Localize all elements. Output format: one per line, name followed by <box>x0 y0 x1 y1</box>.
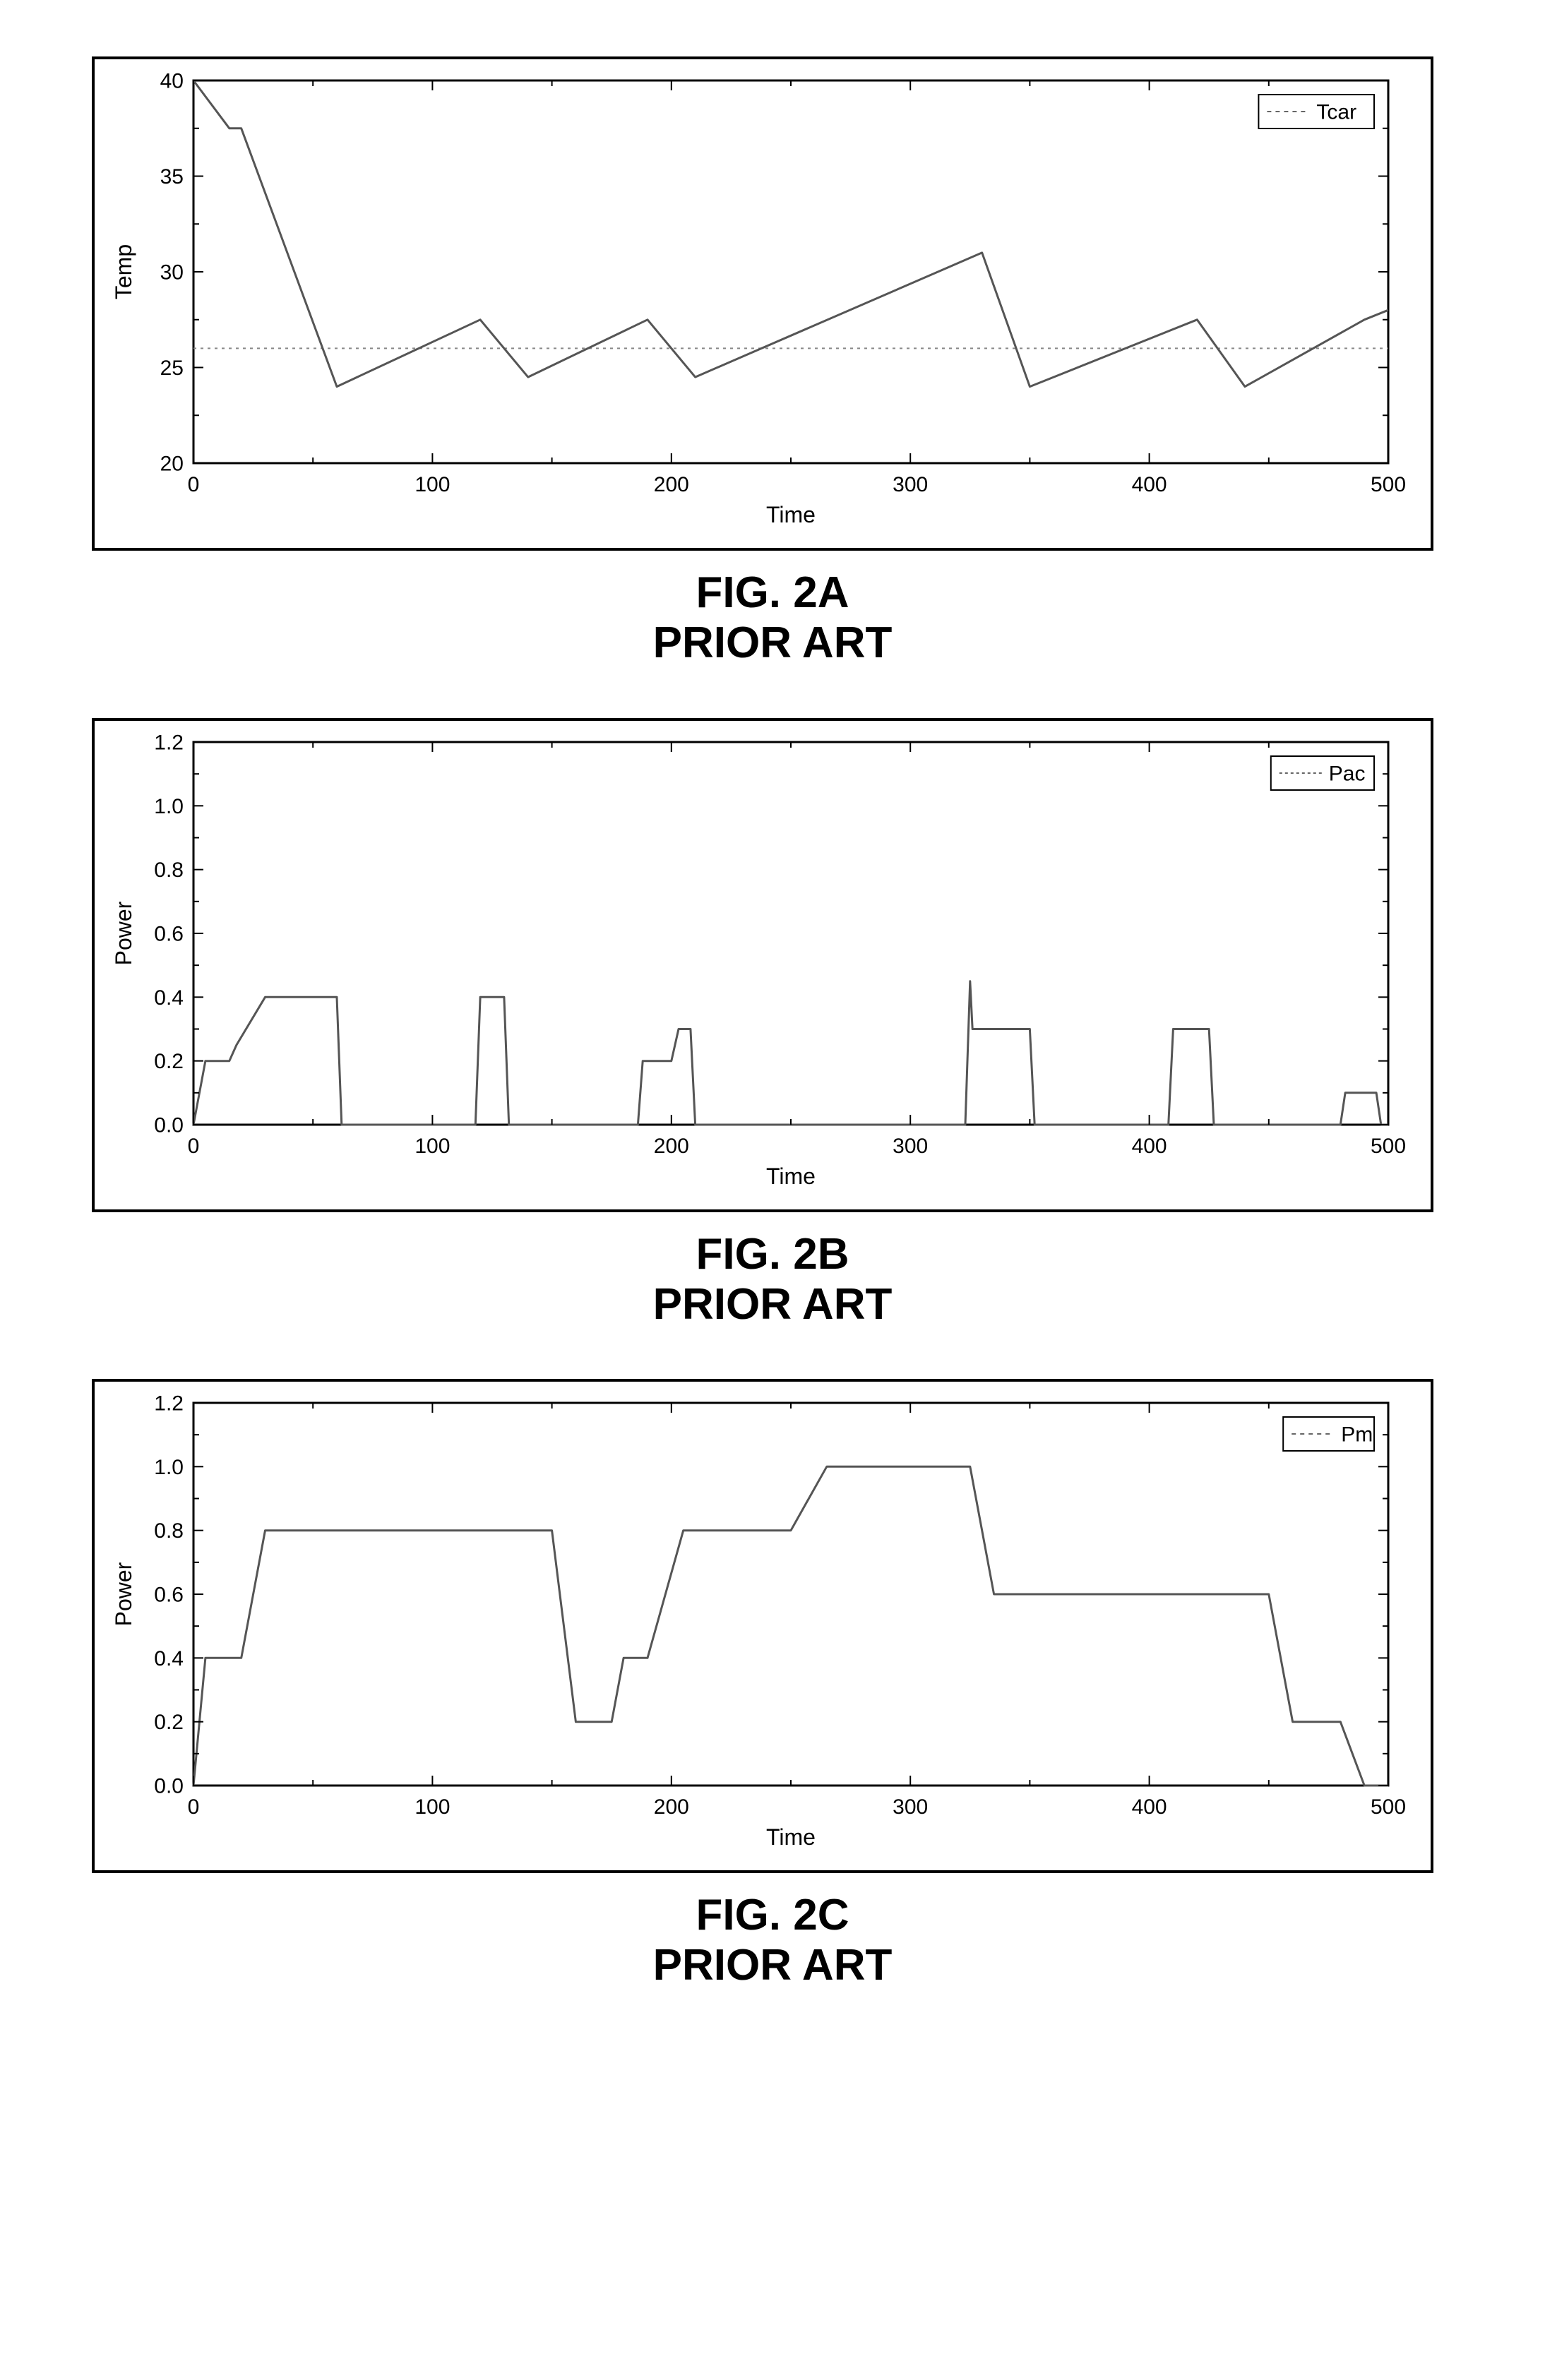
svg-text:200: 200 <box>654 473 689 496</box>
svg-text:Pm: Pm <box>1341 1423 1373 1447</box>
svg-text:0.2: 0.2 <box>154 1050 184 1073</box>
plot-area: 0 100 200 300 400 500 0.0 0.2 0.4 0.6 0.8 1.0 1.2 Tim… <box>95 1382 1431 1870</box>
svg-text:300: 300 <box>893 1135 928 1158</box>
plot-area: 0 100 200 300 400 500 0.0 0.2 0.4 0.6 0.8 1.0 1.2 Tim… <box>95 721 1431 1209</box>
svg-text:1.2: 1.2 <box>154 1392 184 1416</box>
figure-caption: FIG. 2CPRIOR ART <box>92 1890 1453 1991</box>
svg-text:1.2: 1.2 <box>154 731 184 754</box>
figure-caption-line: FIG. 2A <box>92 568 1453 618</box>
svg-text:0.2: 0.2 <box>154 1711 184 1734</box>
svg-text:0: 0 <box>188 473 200 496</box>
svg-text:100: 100 <box>414 473 450 496</box>
svg-text:300: 300 <box>893 473 928 496</box>
plot-area: 0 100 200 300 400 500 20 25 30 35 40 Time Temp Tcar <box>95 59 1431 548</box>
chart-frame: 0 100 200 300 400 500 0.0 0.2 0.4 0.6 0.8 1.0 1.2 Tim… <box>92 718 1433 1212</box>
svg-text:0: 0 <box>188 1135 200 1158</box>
svg-text:0.8: 0.8 <box>154 1519 184 1543</box>
svg-text:0.4: 0.4 <box>154 986 184 1009</box>
svg-text:500: 500 <box>1371 1135 1406 1158</box>
svg-text:100: 100 <box>414 1135 450 1158</box>
svg-text:Time: Time <box>766 502 816 527</box>
svg-text:0.0: 0.0 <box>154 1775 184 1798</box>
chart-panel: 0 100 200 300 400 500 0.0 0.2 0.4 0.6 0.8 1.0 1.2 Tim… <box>92 1379 1453 1991</box>
svg-text:40: 40 <box>160 70 184 93</box>
svg-text:Tcar: Tcar <box>1316 101 1356 124</box>
figure-caption-line: PRIOR ART <box>92 1279 1453 1329</box>
figure-caption: FIG. 2BPRIOR ART <box>92 1229 1453 1330</box>
svg-text:35: 35 <box>160 165 184 189</box>
svg-text:400: 400 <box>1132 473 1167 496</box>
svg-text:Temp: Temp <box>111 244 136 299</box>
svg-text:200: 200 <box>654 1795 689 1819</box>
svg-text:0: 0 <box>188 1795 200 1819</box>
svg-text:Pac: Pac <box>1329 762 1366 785</box>
svg-text:0.6: 0.6 <box>154 1584 184 1607</box>
svg-text:Power: Power <box>111 901 136 965</box>
svg-text:200: 200 <box>654 1135 689 1158</box>
figure-caption-line: FIG. 2C <box>92 1890 1453 1940</box>
svg-text:Power: Power <box>111 1562 136 1626</box>
svg-text:100: 100 <box>414 1795 450 1819</box>
figure-caption-line: PRIOR ART <box>92 618 1453 668</box>
svg-text:0.8: 0.8 <box>154 859 184 882</box>
svg-text:Time: Time <box>766 1824 816 1850</box>
svg-text:25: 25 <box>160 357 184 380</box>
svg-text:30: 30 <box>160 261 184 285</box>
chart-panel: 0 100 200 300 400 500 0.0 0.2 0.4 0.6 0.8 1.0 1.2 Tim… <box>92 718 1453 1330</box>
chart-frame: 0 100 200 300 400 500 0.0 0.2 0.4 0.6 0.8 1.0 1.2 Tim… <box>92 1379 1433 1873</box>
svg-text:Time: Time <box>766 1164 816 1189</box>
svg-text:0.4: 0.4 <box>154 1647 184 1670</box>
figure-caption-line: PRIOR ART <box>92 1940 1453 1990</box>
svg-text:300: 300 <box>893 1795 928 1819</box>
figure-caption-line: FIG. 2B <box>92 1229 1453 1279</box>
chart-frame: 0 100 200 300 400 500 20 25 30 35 40 Time Temp Tcar <box>92 56 1433 551</box>
svg-text:1.0: 1.0 <box>154 1456 184 1479</box>
svg-text:400: 400 <box>1132 1795 1167 1819</box>
figure-caption: FIG. 2APRIOR ART <box>92 568 1453 669</box>
svg-text:500: 500 <box>1371 473 1406 496</box>
svg-text:400: 400 <box>1132 1135 1167 1158</box>
svg-text:0.0: 0.0 <box>154 1113 184 1137</box>
svg-text:1.0: 1.0 <box>154 794 184 818</box>
svg-text:20: 20 <box>160 453 184 476</box>
chart-panel: 0 100 200 300 400 500 20 25 30 35 40 Time Temp Tcar FI… <box>92 56 1453 669</box>
svg-text:0.6: 0.6 <box>154 922 184 945</box>
svg-text:500: 500 <box>1371 1795 1406 1819</box>
